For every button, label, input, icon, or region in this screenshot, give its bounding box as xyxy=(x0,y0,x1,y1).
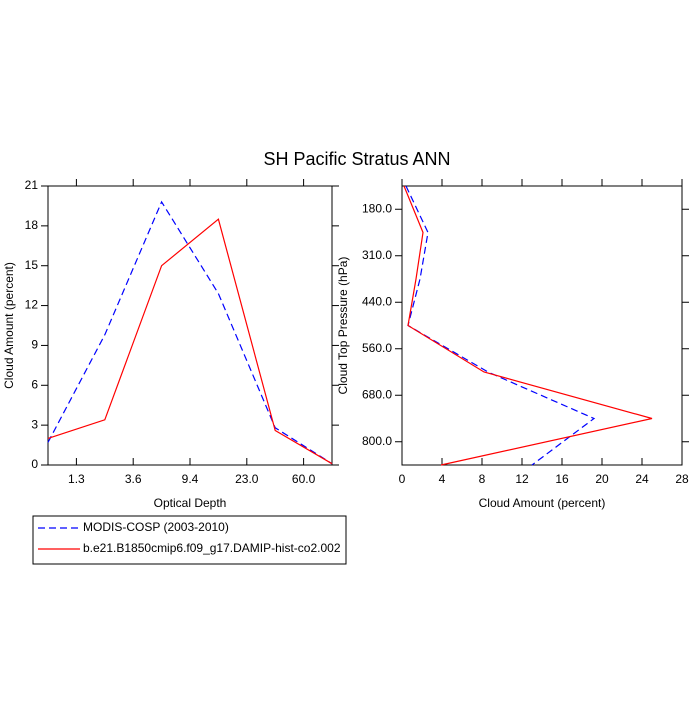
y-tick-label: 9 xyxy=(31,338,38,352)
x-axis-label: Cloud Amount (percent) xyxy=(479,496,606,510)
x-tick-label: 1.3 xyxy=(68,472,85,486)
y-tick-label: 680.0 xyxy=(362,387,392,401)
x-tick-label: 24 xyxy=(635,472,649,486)
y-tick-label: 0 xyxy=(31,457,38,471)
y-tick-label: 21 xyxy=(25,178,39,192)
plot-frame xyxy=(47,185,333,466)
y-tick-label: 18 xyxy=(25,218,39,232)
x-tick-label: 60.0 xyxy=(292,472,316,486)
y-tick-label: 560.0 xyxy=(362,341,392,355)
x-tick-label: 3.6 xyxy=(125,472,142,486)
y-tick-label: 440.0 xyxy=(362,294,392,308)
x-tick-label: 23.0 xyxy=(235,472,259,486)
y-tick-label: 800.0 xyxy=(362,434,392,448)
x-tick-label: 20 xyxy=(595,472,609,486)
x-tick-label: 12 xyxy=(515,472,529,486)
x-tick-label: 9.4 xyxy=(182,472,199,486)
y-tick-label: 15 xyxy=(25,258,39,272)
y-tick-label: 6 xyxy=(31,377,38,391)
series-line xyxy=(47,218,333,465)
legend-label: MODIS-COSP (2003-2010) xyxy=(83,520,229,534)
x-axis-label: Optical Depth xyxy=(154,496,227,510)
y-axis-label: Cloud Amount (percent) xyxy=(2,262,16,389)
y-tick-label: 310.0 xyxy=(362,248,392,262)
series-line xyxy=(47,200,333,465)
legend-label: b.e21.B1850cmip6.f09_g17.DAMIP-hist-co2.… xyxy=(83,541,341,555)
y-tick-label: 3 xyxy=(31,417,38,431)
x-tick-label: 16 xyxy=(555,472,569,486)
plot-frame xyxy=(401,185,683,466)
legend-box xyxy=(32,515,347,565)
series-line xyxy=(405,185,596,466)
x-tick-label: 8 xyxy=(479,472,486,486)
y-tick-label: 180.0 xyxy=(362,201,392,215)
series-line xyxy=(403,185,653,466)
x-tick-label: 0 xyxy=(399,472,406,486)
y-tick-label: 12 xyxy=(25,298,39,312)
chart-title: SH Pacific Stratus ANN xyxy=(263,149,450,169)
y-axis-label: Cloud Top Pressure (hPa) xyxy=(336,257,350,395)
x-tick-label: 28 xyxy=(675,472,689,486)
x-tick-label: 4 xyxy=(439,472,446,486)
